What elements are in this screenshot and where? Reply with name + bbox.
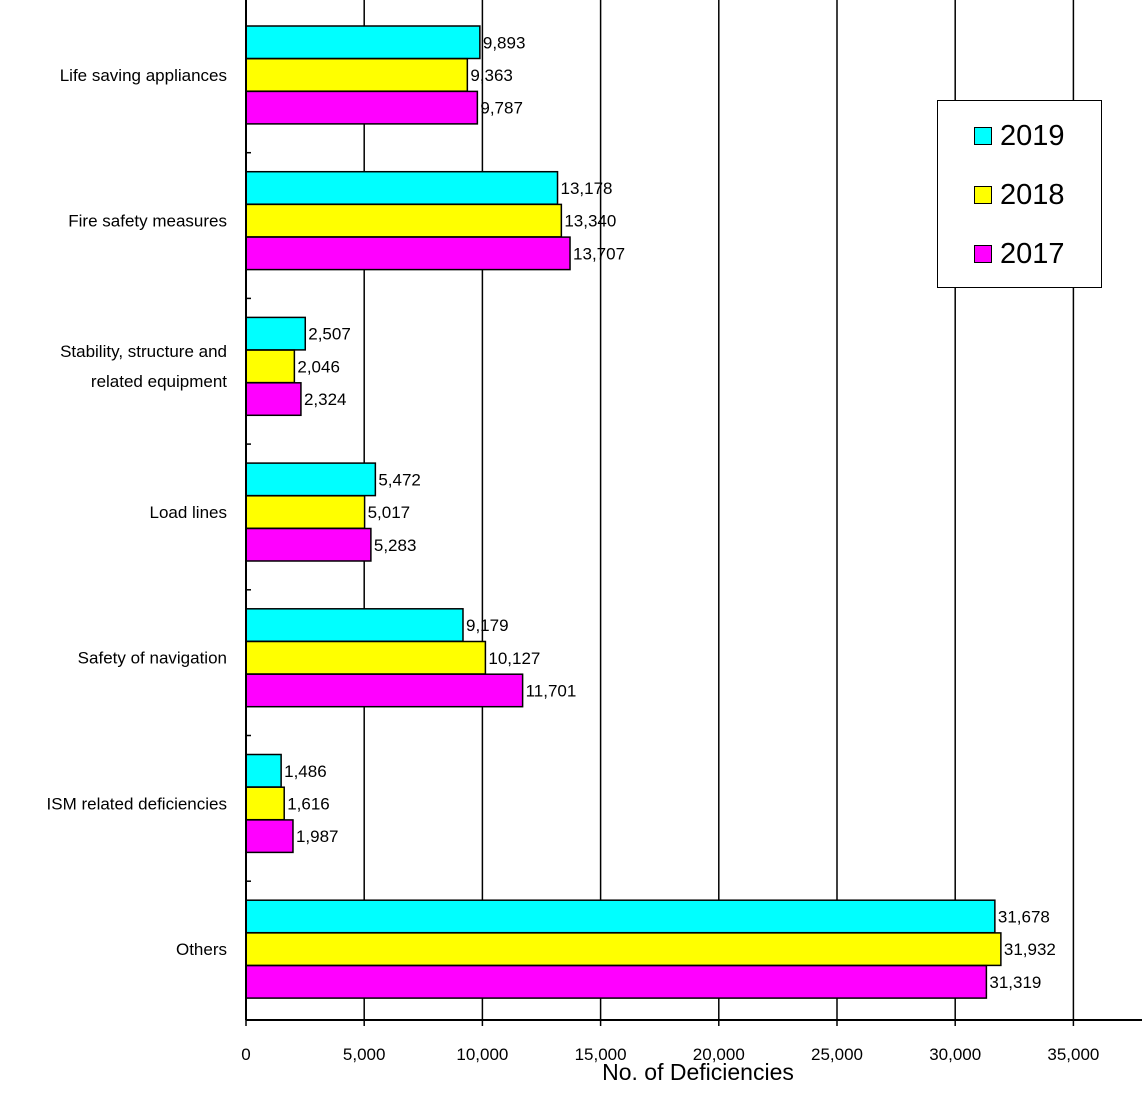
bar-others-2017: [245, 964, 988, 999]
value-label-stability-structure-and-related-equipment-2018: 2,046: [297, 357, 340, 376]
x-tick-labels: 0 5,000 10,000 15,000 20,000 25,000 30,000 35,0…: [241, 1045, 1099, 1064]
value-label-life-saving-appliances-2017: 9,787: [480, 99, 523, 118]
legend-label-2019: 2019: [1000, 120, 1065, 152]
bar-series: [245, 25, 1002, 999]
bar-value-labels: 9,893 9,363 9,787 13,178 13,340 13,707 2,507 2,…: [284, 33, 1056, 992]
category-label-life-saving-appliances: Life saving appliances: [60, 66, 227, 85]
category-labels: Life saving appliances Fire safety measur…: [47, 66, 228, 959]
value-label-fire-safety-measures-2017: 13,707: [573, 244, 625, 263]
bar-life-saving-appliances-2017: [245, 90, 479, 125]
value-label-safety-of-navigation-2017: 11,701: [526, 681, 577, 700]
legend-item-2018: 2018: [974, 180, 1065, 210]
bar-load-lines-2017: [245, 527, 372, 562]
value-label-safety-of-navigation-2018: 10,127: [488, 649, 540, 668]
x-tick-label-15000: 15,000: [575, 1045, 627, 1064]
value-label-ism-related-deficiencies-2017: 1,987: [296, 827, 339, 846]
value-label-ism-related-deficiencies-2018: 1,616: [287, 794, 330, 813]
value-label-fire-safety-measures-2019: 13,178: [561, 179, 613, 198]
x-tick-label-20000: 20,000: [693, 1045, 745, 1064]
bar-safety-of-navigation-2019: [245, 608, 464, 643]
x-tick-label-10000: 10,000: [456, 1045, 508, 1064]
x-axis-title: No. of Deficiencies: [602, 1059, 794, 1085]
value-label-stability-structure-and-related-equipment-2017: 2,324: [304, 390, 347, 409]
category-label-stability-structure-and-related-equipment-line-2: related equipment: [91, 372, 227, 391]
legend-label-2017: 2017: [1000, 238, 1065, 270]
value-label-load-lines-2018: 5,017: [368, 503, 411, 522]
legend-swatch-2019: [974, 127, 992, 145]
bar-fire-safety-measures-2018: [245, 203, 563, 238]
x-tick-label-5000: 5,000: [343, 1045, 386, 1064]
bar-fire-safety-measures-2019: [245, 170, 559, 205]
x-tick-label-25000: 25,000: [811, 1045, 863, 1064]
x-tick-label-30000: 30,000: [929, 1045, 981, 1064]
legend-item-2019: 2019: [974, 121, 1065, 151]
bar-load-lines-2019: [245, 462, 377, 497]
axes: [245, 0, 1142, 1026]
legend-label-2018: 2018: [1000, 179, 1065, 211]
category-label-stability-structure-and-related-equipment-line-1: Stability, structure and: [60, 342, 227, 361]
value-label-safety-of-navigation-2019: 9,179: [466, 616, 509, 635]
category-label-ism-related-deficiencies: ISM related deficiencies: [47, 794, 227, 813]
bar-safety-of-navigation-2018: [245, 640, 487, 675]
value-label-life-saving-appliances-2018: 9,363: [470, 66, 513, 85]
value-label-ism-related-deficiencies-2019: 1,486: [284, 762, 327, 781]
bar-stability-structure-and-related-equipment-2018: [245, 349, 296, 384]
bar-others-2018: [245, 932, 1002, 967]
category-label-fire-safety-measures: Fire safety measures: [68, 211, 227, 230]
bar-life-saving-appliances-2018: [245, 57, 469, 92]
bar-ism-related-deficiencies-2018: [245, 786, 285, 821]
bar-load-lines-2018: [245, 495, 366, 530]
bar-ism-related-deficiencies-2017: [245, 819, 294, 854]
legend: 2019 2018 2017: [937, 100, 1102, 288]
value-label-others-2019: 31,678: [998, 907, 1050, 926]
x-tick-label-35000: 35,000: [1047, 1045, 1099, 1064]
x-tick-label-0: 0: [241, 1045, 250, 1064]
category-label-safety-of-navigation: Safety of navigation: [78, 649, 227, 668]
bar-others-2019: [245, 899, 996, 934]
value-label-load-lines-2017: 5,283: [374, 536, 417, 555]
category-label-load-lines: Load lines: [149, 503, 227, 522]
bar-ism-related-deficiencies-2019: [245, 753, 282, 788]
category-label-others: Others: [176, 940, 227, 959]
value-label-fire-safety-measures-2018: 13,340: [564, 212, 616, 231]
legend-swatch-2017: [974, 245, 992, 263]
value-label-others-2017: 31,319: [989, 973, 1041, 992]
bar-fire-safety-measures-2017: [245, 236, 571, 271]
bar-safety-of-navigation-2017: [245, 673, 524, 708]
legend-item-2017: 2017: [974, 239, 1065, 269]
bar-life-saving-appliances-2019: [245, 25, 481, 60]
bar-stability-structure-and-related-equipment-2019: [245, 316, 307, 351]
value-label-others-2018: 31,932: [1004, 940, 1056, 959]
bar-stability-structure-and-related-equipment-2017: [245, 382, 302, 417]
legend-swatch-2018: [974, 186, 992, 204]
value-label-stability-structure-and-related-equipment-2019: 2,507: [308, 325, 351, 344]
value-label-load-lines-2019: 5,472: [378, 470, 421, 489]
value-label-life-saving-appliances-2019: 9,893: [483, 33, 526, 52]
